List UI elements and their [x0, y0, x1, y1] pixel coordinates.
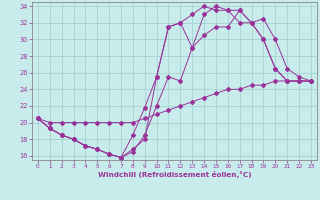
X-axis label: Windchill (Refroidissement éolien,°C): Windchill (Refroidissement éolien,°C) [98, 171, 251, 178]
